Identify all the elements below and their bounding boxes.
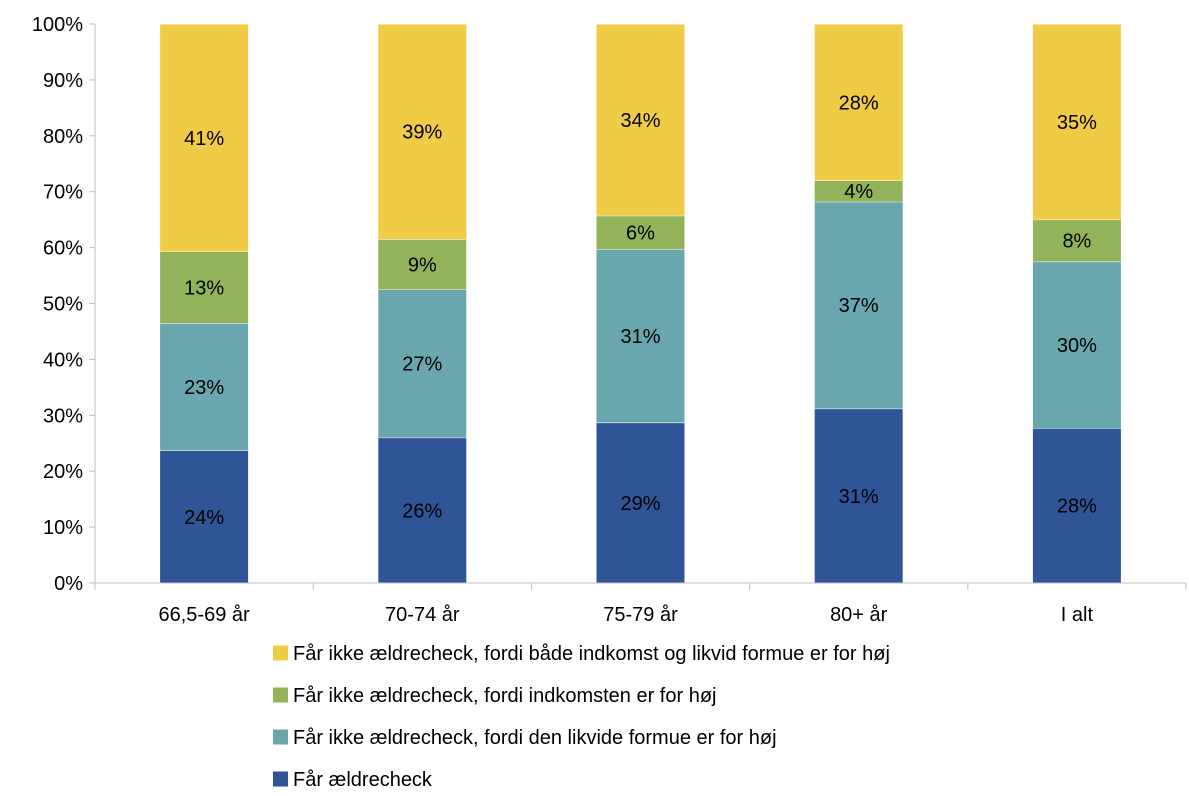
y-tick-label: 50% [43,294,83,316]
x-tick-label: 80+ år [830,604,888,626]
bar-segment [160,24,249,252]
x-tick-label: 75-79 år [603,604,678,626]
data-label: 6% [626,223,655,245]
bar-segment [596,249,685,423]
data-label: 30% [1057,335,1097,357]
data-label: 35% [1057,112,1097,134]
y-tick-label: 10% [43,517,83,539]
y-tick-label: 100% [32,14,83,36]
data-label: 37% [839,295,879,317]
x-tick-label: 70-74 år [385,604,460,626]
y-tick-label: 60% [43,238,83,260]
data-label: 13% [184,277,224,299]
y-tick-label: 80% [43,126,83,148]
bar-segment [596,215,685,250]
bar-segment [160,251,249,324]
bar-segment [814,180,903,202]
y-tick-label: 20% [43,461,83,483]
data-label: 31% [620,326,660,348]
data-label: 28% [1057,496,1097,518]
legend-swatch [273,729,288,745]
data-label: 26% [402,500,442,522]
data-label: 41% [184,128,224,150]
x-tick-label: 66,5-69 år [159,604,251,626]
bar-segment [1032,261,1121,429]
legend-label: Får ikke ældrecheck, fordi både indkomst… [293,643,890,665]
data-label: 23% [184,377,224,399]
y-axis: 0% 10% 20% 30% 40% 50% 60% 70% 80% 90% 100% [32,14,96,595]
bars: 24% 23% 13% 41% 26% 27% 9% 39% 29% 31% 6% 34% 31% 37%… [160,23,1121,583]
legend-label: Får ikke ældrecheck, fordi den likvide f… [293,727,777,749]
x-tick-label: I alt [1061,604,1094,626]
data-label: 28% [839,92,879,114]
legend: Får ikke ældrecheck, fordi både indkomst… [273,643,890,791]
y-tick-label: 90% [43,70,83,92]
data-label: 24% [184,507,224,529]
bar-segment [160,450,249,583]
bar-segment [1032,428,1121,583]
data-label: 39% [402,122,442,144]
y-tick-label: 70% [43,182,83,204]
bar-segment [814,201,903,409]
bar-segment [378,239,467,290]
bar-segment [378,437,467,583]
data-label: 27% [402,354,442,376]
bar-segment [814,24,903,181]
data-label: 9% [408,254,437,276]
data-label: 8% [1062,231,1091,253]
bar-segment [596,24,685,216]
bar-segment [1032,219,1121,262]
y-tick-label: 40% [43,349,83,371]
data-label: 4% [844,181,873,203]
y-tick-label: 0% [54,573,83,595]
bar-segment [814,408,903,583]
bar-segment [378,289,467,438]
data-label: 34% [620,110,660,132]
legend-label: Får ældrecheck [293,769,433,791]
data-label: 29% [620,493,660,515]
x-axis: 66,5-69 år 70-74 år 75-79 år 80+ år I alt [94,582,1187,626]
legend-label: Får ikke ældrecheck, fordi indkomsten er… [293,685,717,707]
bar-segment [596,422,685,583]
legend-swatch [273,645,288,661]
y-tick-label: 30% [43,405,83,427]
legend-swatch [273,771,288,787]
bar-segment [1032,24,1121,220]
data-label: 31% [839,486,879,508]
legend-swatch [273,687,288,703]
bar-segment [378,24,467,240]
bar-segment [160,323,249,451]
